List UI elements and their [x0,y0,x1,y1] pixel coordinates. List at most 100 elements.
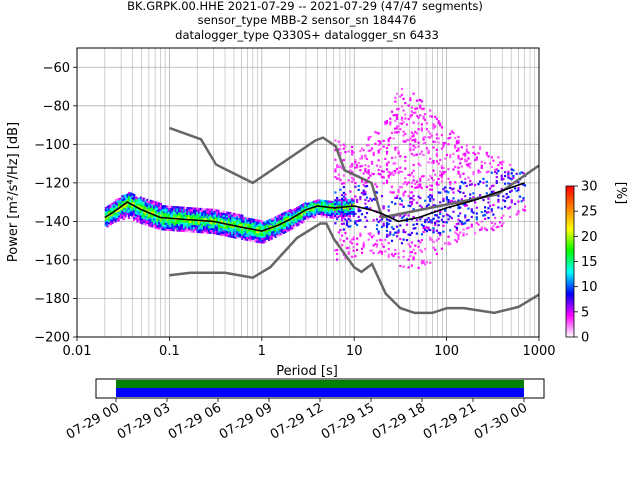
psd-cell [201,227,204,230]
x-tick-label: 1000 [522,344,555,359]
psd-cell [133,215,136,218]
psd-cell [472,192,475,195]
psd-cell [367,199,370,203]
psd-cell [337,205,340,208]
psd-cell [199,209,202,212]
psd-cell [489,204,492,207]
psd-cell [301,205,304,209]
psd-cell [153,204,156,207]
psd-cell [523,205,527,208]
psd-cell [464,160,467,163]
psd-cell [422,142,425,145]
psd-cell [204,231,207,234]
psd-cell [475,156,478,159]
psd-cell [356,164,359,167]
psd-cell [329,204,332,207]
psd-cell [128,205,131,208]
psd-cell [517,187,520,190]
psd-cell [261,231,264,235]
psd-cell [289,212,292,215]
psd-cell [412,121,415,124]
psd-cell [141,216,144,219]
psd-cell [151,217,154,220]
psd-cell [159,220,162,223]
psd-cell [148,218,151,221]
psd-cell [181,206,184,209]
psd-cell [198,217,201,220]
psd-cell [124,209,127,212]
psd-cell [148,224,151,227]
psd-cell [297,223,300,226]
psd-cell [211,210,214,213]
psd-cell [384,250,387,253]
psd-cell [109,207,112,210]
psd-cell [114,218,117,221]
psd-cell [487,201,490,204]
psd-cell [492,213,495,216]
psd-cell [474,158,477,162]
psd-cell [211,216,214,219]
psd-cell [146,200,149,203]
psd-cell [254,219,257,222]
psd-cell [349,165,352,168]
psd-cell [399,197,402,200]
psd-cell [163,222,166,225]
psd-cell [171,223,174,226]
psd-cell [297,221,300,224]
psd-cell [302,212,305,215]
psd-cell [464,214,467,217]
psd-cell [510,178,513,181]
psd-cell [266,224,269,227]
psd-cell [146,204,149,207]
psd-cell [417,122,420,125]
psd-cell [269,236,272,239]
psd-cell [394,162,397,165]
psd-cell [462,182,465,185]
psd-cell [143,222,146,225]
psd-cell [241,232,244,235]
psd-cell [429,228,432,232]
psd-cell [252,220,255,223]
psd-cell [427,195,430,199]
psd-cell [256,240,259,243]
psd-cell [472,171,475,174]
psd-cell [113,217,116,220]
psd-cell [394,119,397,122]
psd-cell [226,213,229,216]
plot-background [77,48,539,337]
psd-cell [364,168,367,171]
psd-cell [222,210,226,213]
psd-cell [277,226,280,229]
psd-cell [399,203,402,206]
psd-cell [302,206,305,210]
psd-cell [414,130,417,133]
psd-cell [356,237,359,240]
psd-cell [387,209,390,212]
psd-cell [351,201,354,204]
psd-cell [367,238,370,241]
psd-cell [211,214,214,217]
psd-cell [389,190,392,193]
psd-cell [442,172,445,175]
psd-cell [227,213,231,216]
psd-cell [417,185,420,189]
psd-cell [124,203,127,206]
psd-cell [414,146,417,149]
psd-cell [444,171,447,174]
psd-cell [116,206,119,209]
psd-cell [312,214,315,217]
psd-cell [520,171,523,174]
psd-cell [194,213,197,216]
psd-cell [331,214,334,217]
psd-cell [247,231,251,234]
psd-cell [347,216,350,219]
psd-cell [336,208,339,212]
psd-cell [116,204,119,207]
psd-cell [385,120,389,123]
psd-cell [267,223,270,226]
psd-cell [402,109,405,112]
psd-cell [231,226,234,229]
psd-cell [261,239,264,242]
psd-cell [304,217,307,220]
psd-cell [404,155,407,159]
